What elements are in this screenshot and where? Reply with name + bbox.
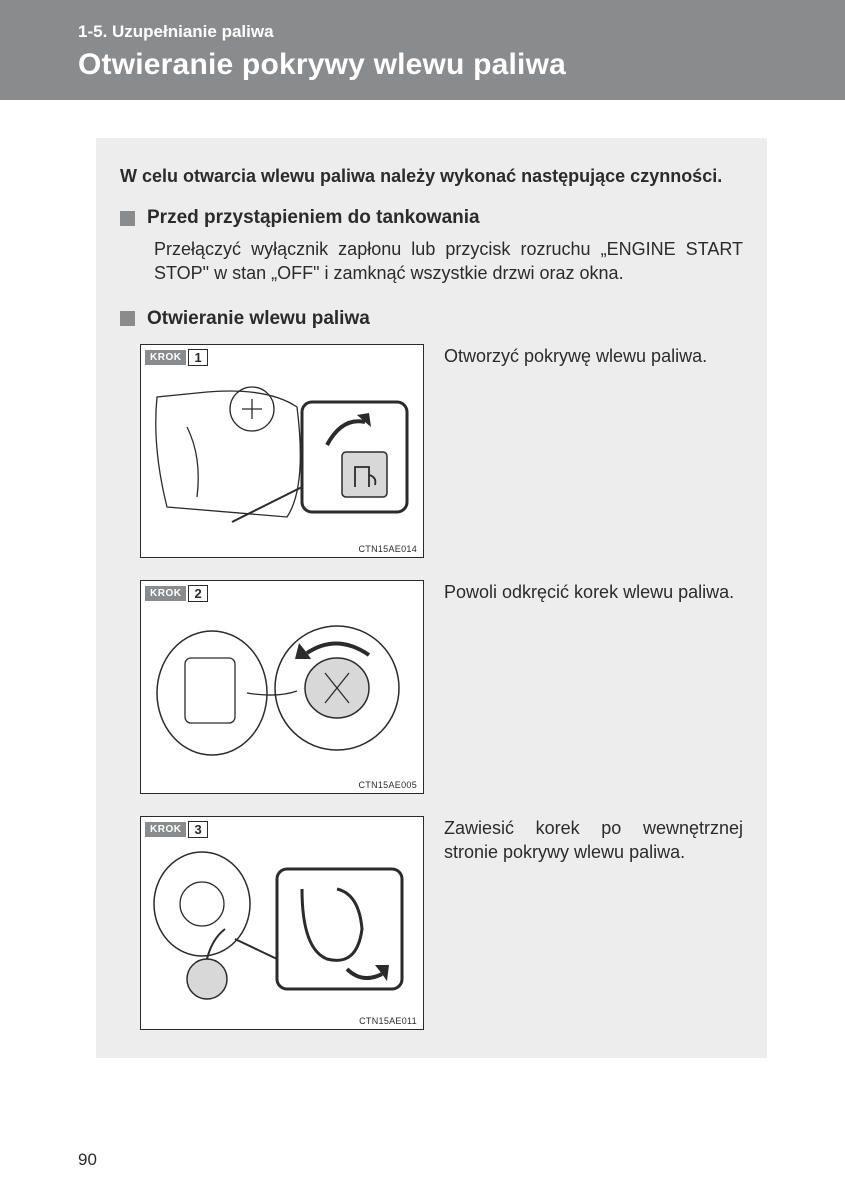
figure-code-2: CTN15AE005 xyxy=(358,780,417,790)
sub-heading-2: Otwieranie wlewu paliwa xyxy=(120,308,743,330)
sub-heading-1-text: Przed przystąpieniem do tankowania xyxy=(147,207,480,229)
figure-code-3: CTN15AE011 xyxy=(359,1016,417,1026)
page-number: 90 xyxy=(78,1150,97,1170)
figure-3-illustration xyxy=(147,839,417,1014)
step-row-3: KROK 3 CTN15AE011 Zawiesić korek po wew xyxy=(140,816,743,1030)
step-label-2: KROK 2 xyxy=(145,585,208,602)
figure-1-illustration xyxy=(147,367,417,542)
step-text-2: Powoli odkręcić korek wlewu paliwa. xyxy=(444,580,743,604)
figure-code-1: CTN15AE014 xyxy=(358,544,417,554)
intro-text: W celu otwarcia wlewu paliwa należy wyko… xyxy=(120,166,743,187)
figure-2: KROK 2 CTN15AE005 xyxy=(140,580,424,794)
square-bullet-icon xyxy=(120,311,135,326)
step-label-1: KROK 1 xyxy=(145,349,208,366)
step-number-2: 2 xyxy=(188,585,207,602)
step-text-1: Otworzyć pokrywę wlewu paliwa. xyxy=(444,344,743,368)
sub-heading-1: Przed przystąpieniem do tankowania xyxy=(120,207,743,229)
step-number-1: 1 xyxy=(188,349,207,366)
figure-2-illustration xyxy=(147,603,417,778)
square-bullet-icon xyxy=(120,211,135,226)
page-title: Otwieranie pokrywy wlewu paliwa xyxy=(78,48,845,82)
step-row-1: KROK 1 CTN15AE014 Otworzyć pok xyxy=(140,344,743,558)
content-box: W celu otwarcia wlewu paliwa należy wyko… xyxy=(96,138,767,1058)
section-number: 1-5. Uzupełnianie paliwa xyxy=(78,22,845,42)
step-label-text: KROK xyxy=(145,350,186,365)
sub-heading-2-text: Otwieranie wlewu paliwa xyxy=(147,308,370,330)
step-label-3: KROK 3 xyxy=(145,821,208,838)
step-text-3: Zawiesić korek po wewnętrznej stronie po… xyxy=(444,816,743,865)
step-label-text: KROK xyxy=(145,586,186,601)
step-number-3: 3 xyxy=(188,821,207,838)
figure-3: KROK 3 CTN15AE011 xyxy=(140,816,424,1030)
step-label-text: KROK xyxy=(145,822,186,837)
sub-body-1: Przełączyć wyłącznik zapłonu lub przycis… xyxy=(154,237,743,286)
step-row-2: KROK 2 CTN15AE005 Powoli odkręcić korek … xyxy=(140,580,743,794)
header-band: 1-5. Uzupełnianie paliwa Otwieranie pokr… xyxy=(0,0,845,100)
figure-1: KROK 1 CTN15AE014 xyxy=(140,344,424,558)
